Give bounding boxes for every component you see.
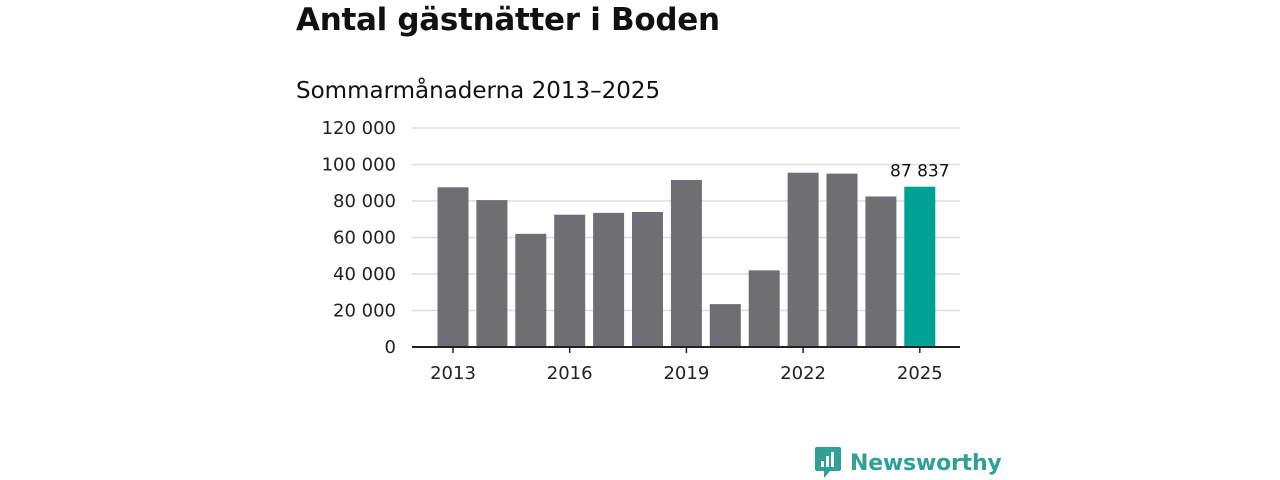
bar-2020: [709, 304, 741, 347]
bars: [437, 172, 936, 347]
x-tick-label: 2019: [663, 363, 709, 384]
bar-2018: [632, 211, 663, 347]
x-tick-label: 2013: [430, 363, 476, 384]
chart-subtitle: Sommarmånaderna 2013–2025: [296, 78, 661, 104]
bar-2019: [670, 180, 702, 347]
x-tick-label: 2025: [897, 363, 943, 384]
y-tick-label: 0: [385, 337, 396, 358]
y-tick-label: 60 000: [333, 228, 396, 249]
chart-title: Antal gästnätter i Boden: [296, 2, 720, 38]
bar-2014: [476, 200, 508, 347]
data-labels: 87 837: [890, 162, 949, 182]
y-tick-label: 40 000: [333, 264, 396, 285]
bar-2022: [787, 172, 819, 347]
bar-2013: [437, 187, 469, 347]
newsworthy-logo-icon: [815, 447, 841, 478]
newsworthy-logo: Newsworthy: [814, 446, 1002, 480]
y-tick-label: 120 000: [322, 118, 396, 139]
bar-2017: [593, 212, 625, 347]
x-tick-label: 2016: [547, 363, 593, 384]
x-tick-label: 2022: [780, 363, 826, 384]
y-tick-label: 100 000: [322, 155, 396, 176]
bar-2021: [748, 270, 780, 347]
x-axis-ticks: 2013 2016 2019 2022 2025: [430, 347, 943, 384]
y-tick-label: 20 000: [333, 301, 396, 322]
bar-2015: [515, 233, 547, 347]
y-axis-tick-labels: 0 20 000 40 000 60 000 80 000 100 000 120 000: [322, 118, 396, 358]
bar-2025: [904, 186, 936, 347]
bar-2016: [554, 214, 586, 347]
bar-2023: [826, 173, 858, 347]
y-tick-label: 80 000: [333, 191, 396, 212]
brand-name: Newsworthy: [850, 450, 1002, 476]
bar-2024: [865, 196, 897, 347]
data-label-2025: 87 837: [890, 162, 949, 182]
